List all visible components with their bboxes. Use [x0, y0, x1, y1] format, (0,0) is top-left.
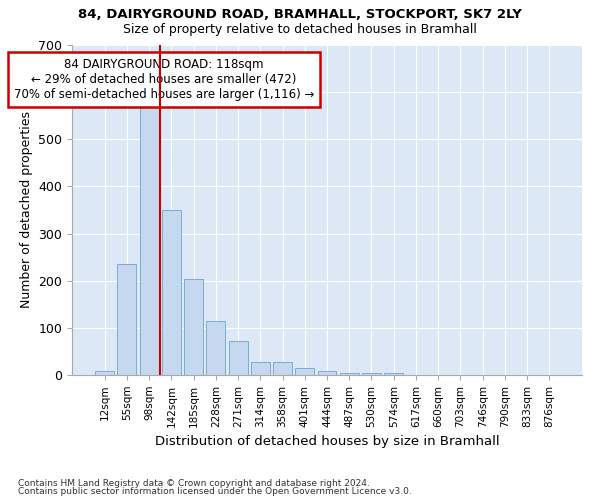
Bar	[251, 362, 270, 375]
Text: 84 DAIRYGROUND ROAD: 118sqm
← 29% of detached houses are smaller (472)
70% of se: 84 DAIRYGROUND ROAD: 118sqm ← 29% of det…	[14, 58, 314, 101]
Bar	[273, 362, 292, 375]
Text: 84, DAIRYGROUND ROAD, BRAMHALL, STOCKPORT, SK7 2LY: 84, DAIRYGROUND ROAD, BRAMHALL, STOCKPOR…	[78, 8, 522, 20]
Bar	[140, 99, 158, 375]
Bar	[362, 372, 381, 375]
Bar	[162, 210, 181, 375]
Text: Size of property relative to detached houses in Bramhall: Size of property relative to detached ho…	[123, 22, 477, 36]
X-axis label: Distribution of detached houses by size in Bramhall: Distribution of detached houses by size …	[155, 435, 499, 448]
Text: Contains public sector information licensed under the Open Government Licence v3: Contains public sector information licen…	[18, 487, 412, 496]
Bar	[206, 321, 225, 375]
Bar	[295, 368, 314, 375]
Bar	[317, 371, 337, 375]
Bar	[184, 280, 203, 375]
Bar	[118, 264, 136, 375]
Bar	[95, 371, 114, 375]
Text: Contains HM Land Registry data © Crown copyright and database right 2024.: Contains HM Land Registry data © Crown c…	[18, 478, 370, 488]
Bar	[229, 341, 248, 375]
Y-axis label: Number of detached properties: Number of detached properties	[20, 112, 33, 308]
Bar	[340, 372, 359, 375]
Bar	[384, 372, 403, 375]
